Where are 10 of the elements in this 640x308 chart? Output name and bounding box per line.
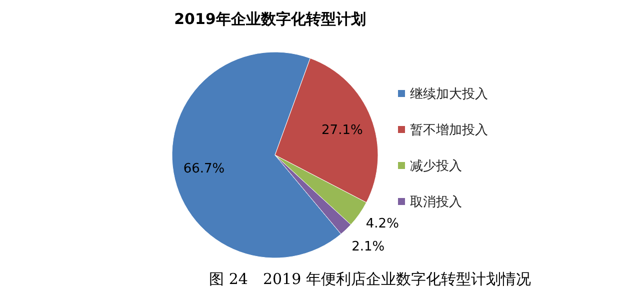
legend-label: 继续加大投入 xyxy=(410,87,488,102)
data-label: 2.1% xyxy=(352,239,385,254)
data-label: 4.2% xyxy=(366,216,399,232)
legend-label: 取消投入 xyxy=(410,195,462,210)
legend-label: 暂不增加投入 xyxy=(410,123,488,138)
legend-label: 减少投入 xyxy=(410,159,462,174)
chart-title: 2019年企业数字化转型计划 xyxy=(174,10,366,28)
caption: 图 24 2019 年便利店企业数字化转型计划情况 xyxy=(209,270,531,288)
data-label: 66.7% xyxy=(183,161,225,176)
data-label: 27.1% xyxy=(322,122,363,138)
